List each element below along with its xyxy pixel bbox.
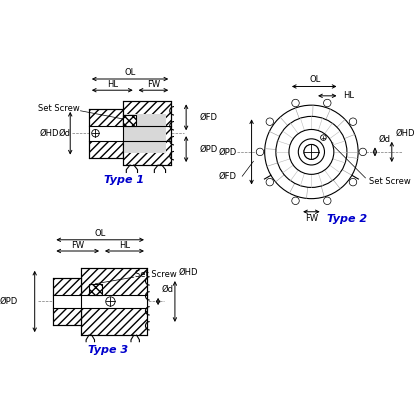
Text: Ød: Ød [379,134,391,144]
Bar [82,268,147,335]
Text: OL: OL [310,75,321,84]
Text: OL: OL [94,229,106,238]
Circle shape [289,129,334,174]
Text: ØPD: ØPD [0,297,18,306]
Bar [89,109,123,158]
Text: Ød: Ød [59,129,71,138]
Text: ØPD: ØPD [199,145,218,154]
Text: HL: HL [119,241,130,250]
Bar [53,295,82,308]
Bar [123,102,171,165]
Text: Set Screw: Set Screw [135,270,176,279]
Text: FW: FW [71,241,84,250]
Text: HL: HL [107,80,118,89]
Text: Type 1: Type 1 [104,175,144,185]
Text: ØHD: ØHD [178,268,198,277]
Bar [82,295,147,308]
Circle shape [292,197,299,205]
Circle shape [359,148,366,156]
Bar [89,126,123,141]
Text: Type 2: Type 2 [327,214,367,224]
Text: OL: OL [124,68,136,77]
Circle shape [292,99,299,107]
Circle shape [276,116,347,188]
Circle shape [324,197,331,205]
Text: Type 3: Type 3 [87,345,128,355]
Circle shape [321,135,326,140]
Text: ØHD: ØHD [396,129,415,138]
Circle shape [256,148,264,156]
Text: ØFD: ØFD [199,113,217,122]
Text: HL: HL [343,92,354,100]
Circle shape [349,178,357,186]
Bar [123,114,166,153]
Bar [53,278,82,325]
Text: Set Screw: Set Screw [38,104,79,114]
Circle shape [304,144,319,159]
Bar [89,284,102,295]
Text: FW: FW [305,214,318,223]
Circle shape [266,118,274,126]
Circle shape [266,178,274,186]
Circle shape [298,139,324,165]
Text: ØPD: ØPD [218,147,237,156]
Circle shape [324,99,331,107]
Text: ØFD: ØFD [219,172,237,181]
Text: Ød: Ød [162,285,174,294]
Text: ØHD: ØHD [40,129,59,138]
Text: FW: FW [147,80,160,89]
Bar [123,114,136,126]
Text: Set Screw: Set Screw [369,177,411,186]
Circle shape [349,118,357,126]
Circle shape [265,105,358,199]
